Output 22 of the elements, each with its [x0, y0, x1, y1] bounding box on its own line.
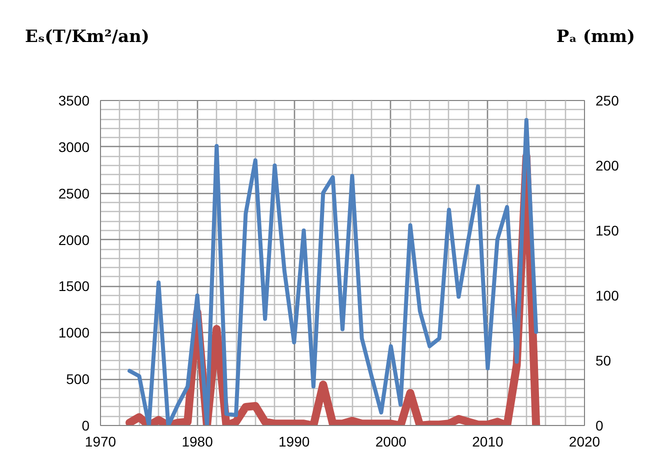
- y-tick-label: 500: [66, 371, 90, 388]
- y-tick-label: 3000: [58, 138, 90, 155]
- x-tick-label: 1980: [182, 434, 214, 450]
- y2-tick-label: 150: [596, 222, 620, 238]
- y-tick-label: 2500: [58, 185, 90, 202]
- y-tick-label: 1000: [58, 324, 90, 341]
- y-tick-label: 1500: [58, 278, 90, 294]
- y2-tick-label: 50: [596, 352, 612, 368]
- y2-tick-label: 250: [596, 92, 620, 108]
- chart-title: Eₛ(T/Km²/an): [25, 26, 150, 49]
- x-tick-label: 1990: [278, 434, 310, 450]
- y-tick-label: 2000: [58, 232, 90, 248]
- x-tick-label: 1970: [84, 434, 116, 450]
- x-tick-label: 2000: [375, 434, 407, 450]
- y-tick-label: 3500: [58, 92, 90, 108]
- y2-axis-title: Pₐ (mm): [556, 26, 635, 49]
- y2-tick-label: 0: [596, 418, 604, 434]
- x-tick-label: 2020: [568, 434, 600, 450]
- y-tick-label: 0: [82, 418, 90, 434]
- y2-tick-label: 100: [596, 288, 620, 304]
- y2-tick-label: 200: [596, 158, 620, 174]
- x-tick-label: 2010: [472, 434, 504, 450]
